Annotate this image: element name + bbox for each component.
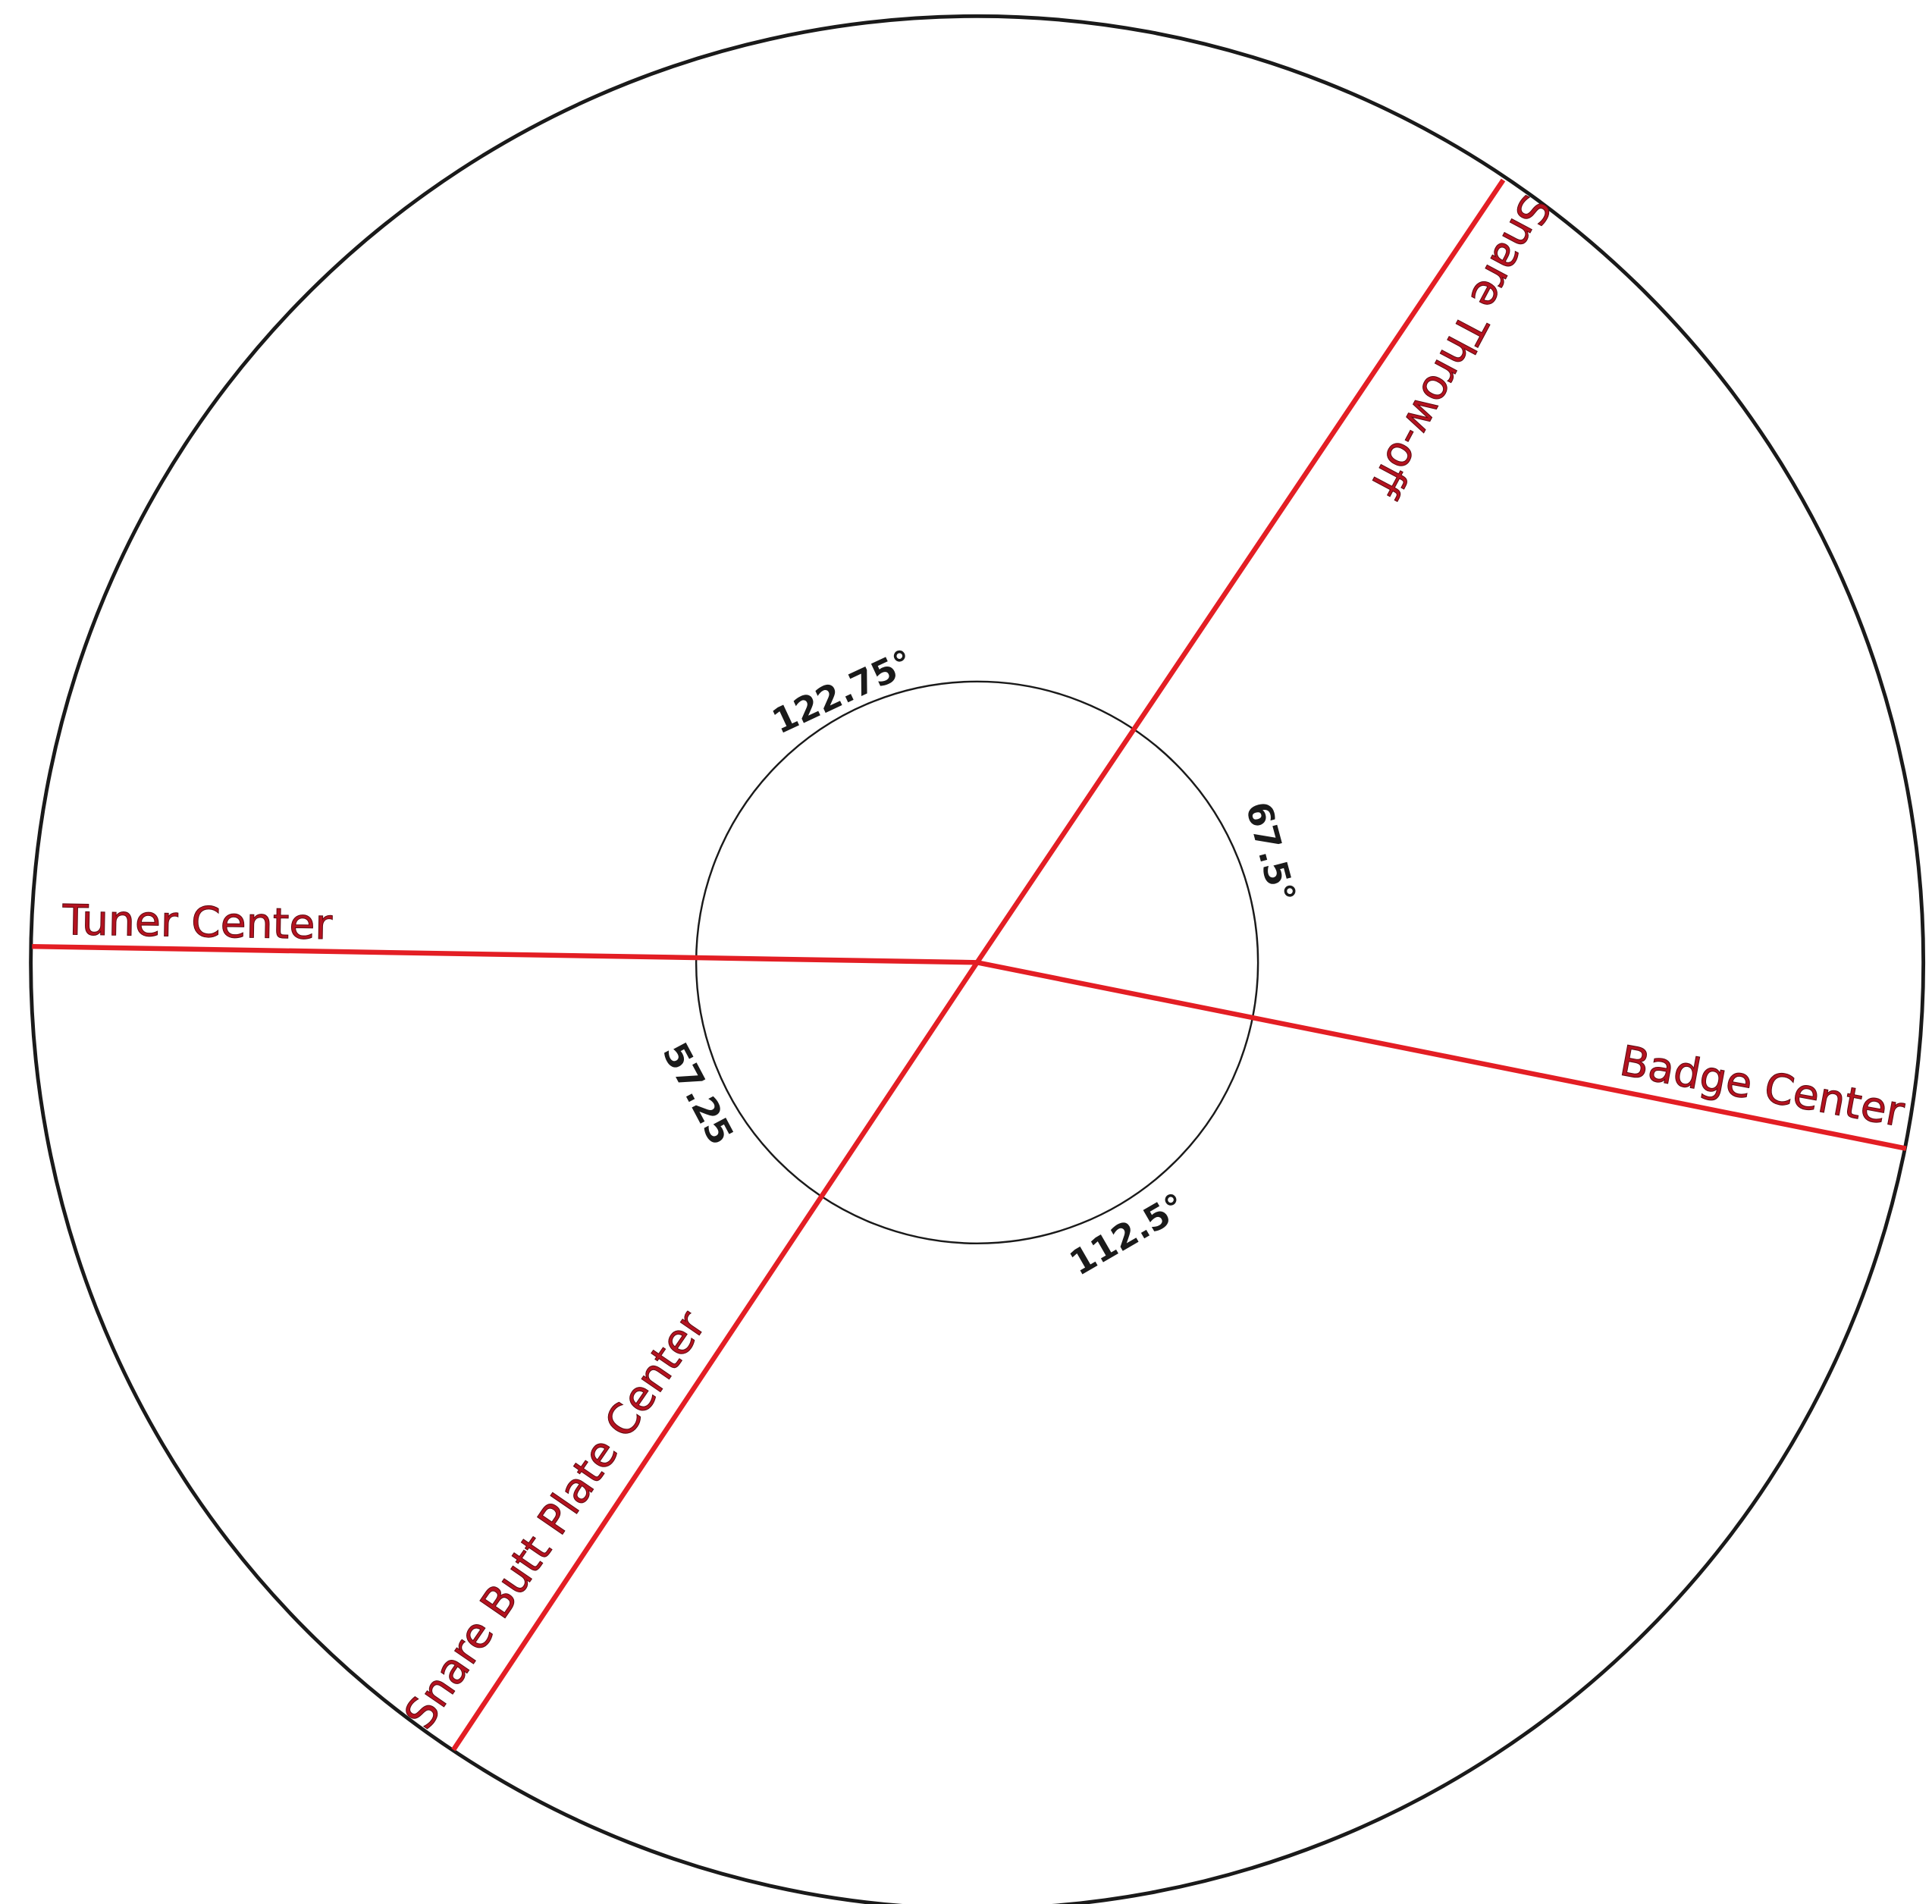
badge-line bbox=[976, 960, 1907, 1151]
reference-lines bbox=[32, 178, 1907, 1752]
tuner-line bbox=[32, 943, 977, 965]
reference-label: Snare Butt Plate Center bbox=[395, 1303, 715, 1738]
butt-plate-line bbox=[451, 961, 980, 1752]
shell-circle bbox=[29, 14, 1925, 1904]
inner-circle bbox=[695, 680, 1259, 1245]
angle-label: 122.75° bbox=[766, 641, 919, 742]
reference-label: Tuner Center bbox=[61, 896, 333, 949]
throw-off-line bbox=[974, 178, 1506, 965]
